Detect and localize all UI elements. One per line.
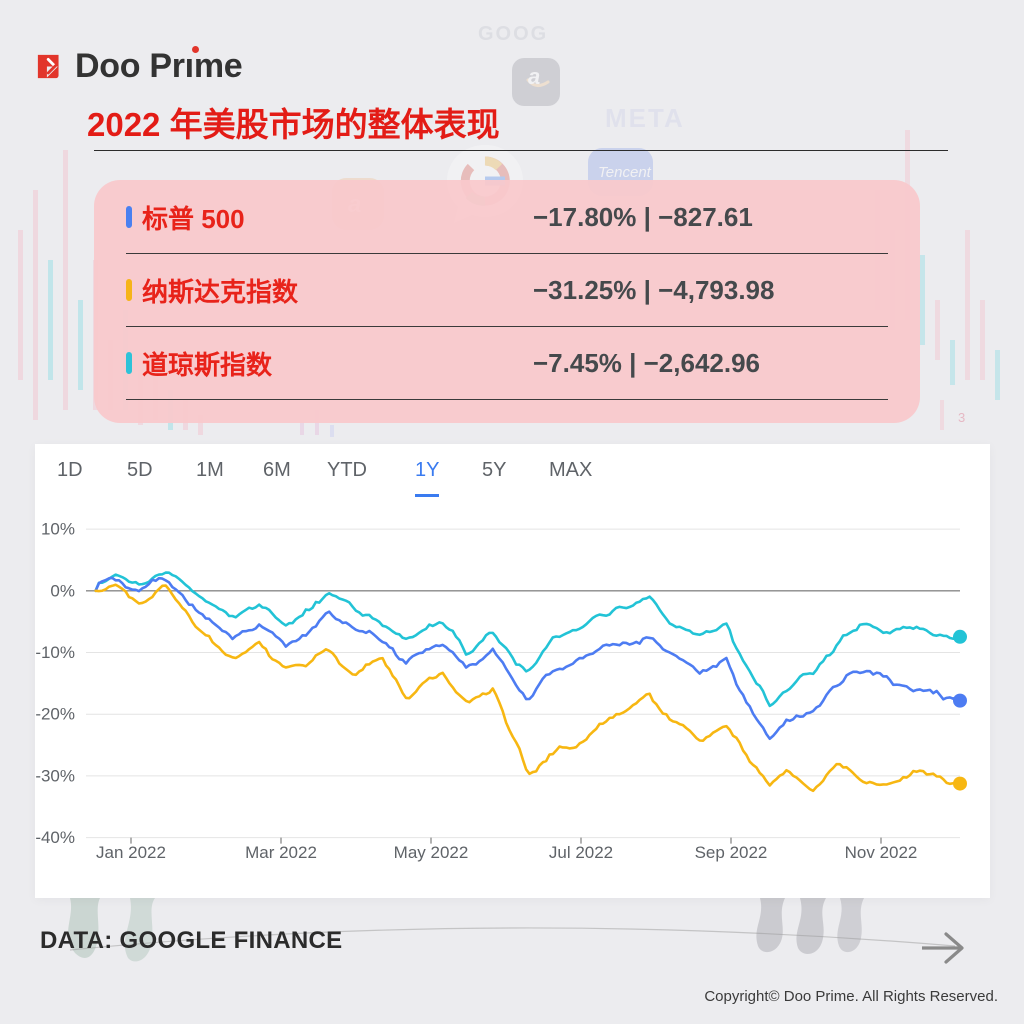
svg-text:a: a <box>528 64 540 89</box>
svg-text:Tencent: Tencent <box>598 164 652 181</box>
svg-text:Nov 2022: Nov 2022 <box>845 843 918 862</box>
svg-text:-20%: -20% <box>35 705 75 724</box>
svg-text:-10%: -10% <box>35 643 75 662</box>
svg-text:Jan 2022: Jan 2022 <box>96 843 166 862</box>
svg-text:0%: 0% <box>50 581 75 600</box>
svg-text:META: META <box>605 103 685 133</box>
svg-text:Sep 2022: Sep 2022 <box>695 843 768 862</box>
svg-text:GOOG: GOOG <box>478 23 548 45</box>
svg-text:Mar 2022: Mar 2022 <box>245 843 317 862</box>
svg-text:Jul 2022: Jul 2022 <box>549 843 613 862</box>
svg-text:May 2022: May 2022 <box>394 843 469 862</box>
svg-text:-30%: -30% <box>35 766 75 785</box>
svg-text:-40%: -40% <box>35 828 75 847</box>
svg-text:10%: 10% <box>41 520 75 539</box>
svg-text:3: 3 <box>958 410 965 425</box>
